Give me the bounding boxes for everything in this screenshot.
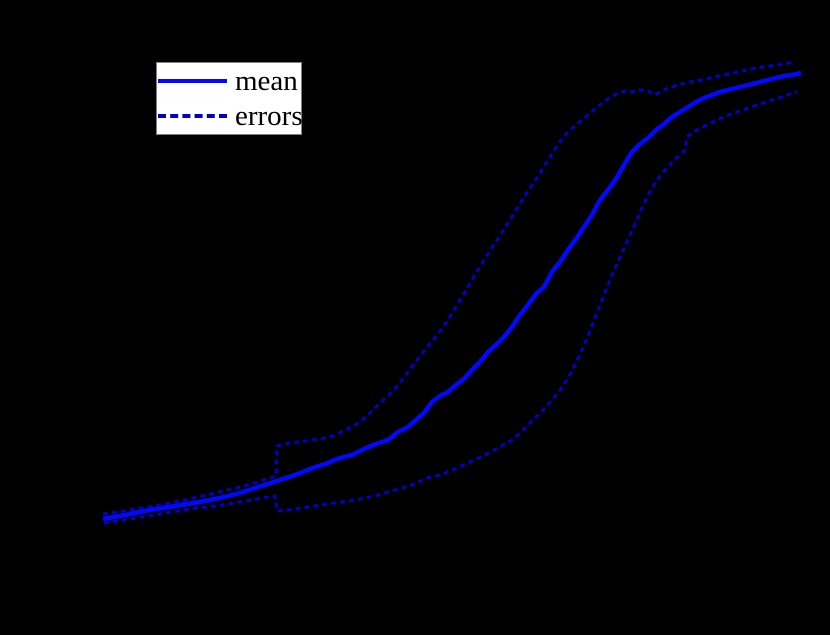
series-errors-lower <box>103 90 798 525</box>
series-errors-upper <box>102 60 796 516</box>
errors-line-sample <box>158 114 227 118</box>
legend-box: mean errors <box>156 62 303 135</box>
legend-item-errors: errors <box>157 99 303 133</box>
legend-label-errors: errors <box>235 99 303 132</box>
mean-line-sample <box>158 79 227 83</box>
legend-label-mean: mean <box>235 64 298 97</box>
chart-series-group <box>102 60 802 525</box>
legend-item-mean: mean <box>157 64 301 98</box>
series-mean <box>102 70 802 522</box>
